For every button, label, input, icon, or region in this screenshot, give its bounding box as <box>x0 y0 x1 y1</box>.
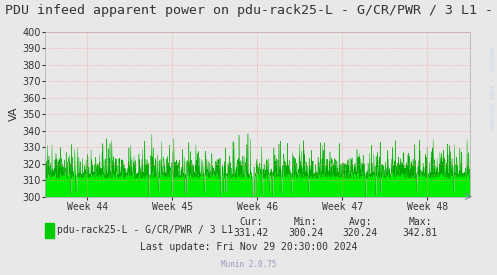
Text: PDU infeed apparent power on pdu-rack25-L - G/CR/PWR / 3 L1 - by month: PDU infeed apparent power on pdu-rack25-… <box>5 4 497 17</box>
Text: Max:: Max: <box>408 217 432 227</box>
Text: Cur:: Cur: <box>239 217 263 227</box>
Text: Avg:: Avg: <box>348 217 372 227</box>
Y-axis label: VA: VA <box>9 107 19 121</box>
Text: 331.42: 331.42 <box>234 228 268 238</box>
Text: pdu-rack25-L - G/CR/PWR / 3 L1: pdu-rack25-L - G/CR/PWR / 3 L1 <box>57 225 234 235</box>
Text: 320.24: 320.24 <box>343 228 378 238</box>
Text: Last update: Fri Nov 29 20:30:00 2024: Last update: Fri Nov 29 20:30:00 2024 <box>140 243 357 252</box>
Text: 342.81: 342.81 <box>403 228 437 238</box>
Text: 300.24: 300.24 <box>288 228 323 238</box>
Text: Min:: Min: <box>294 217 318 227</box>
Text: RRDTOOL / TOBI OETIKER: RRDTOOL / TOBI OETIKER <box>489 47 494 129</box>
Text: Munin 2.0.75: Munin 2.0.75 <box>221 260 276 269</box>
